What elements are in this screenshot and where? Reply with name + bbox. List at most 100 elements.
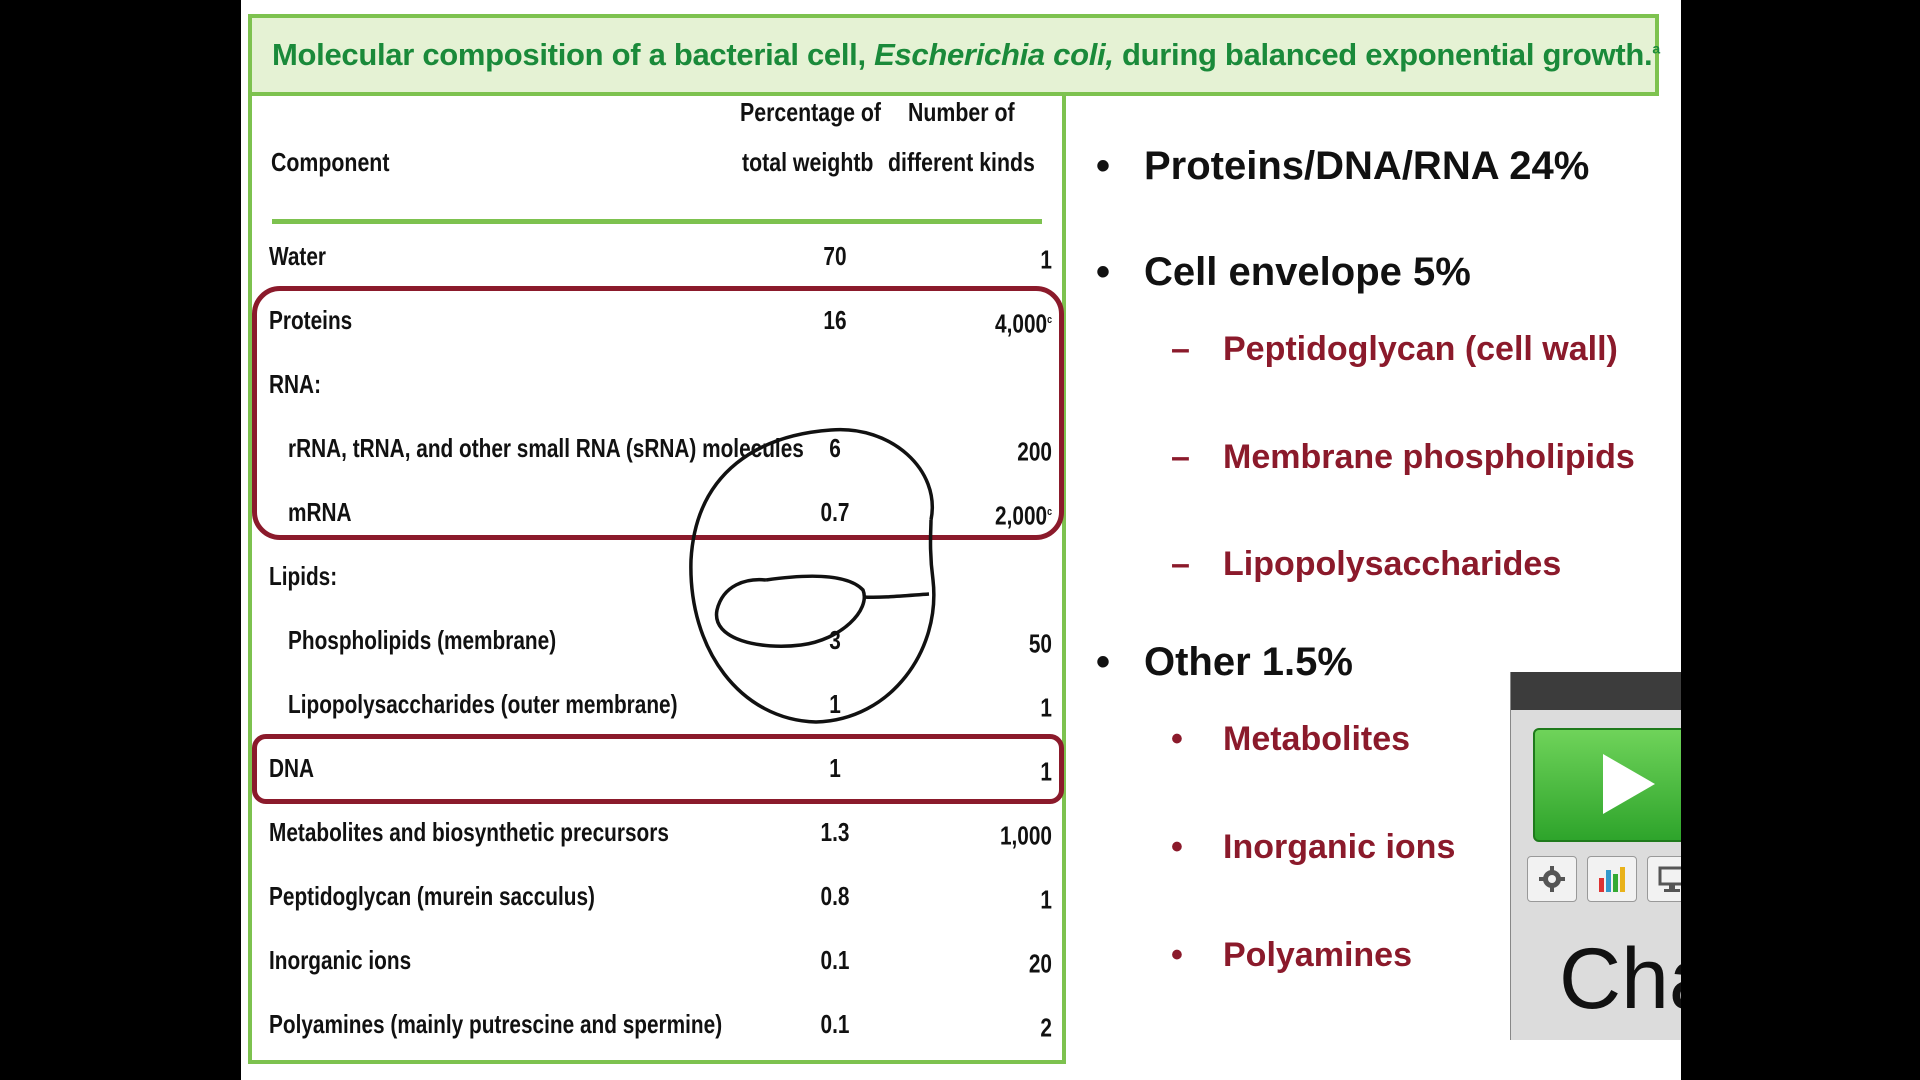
cell-kinds: 200 <box>972 416 1052 480</box>
cell-component: Phospholipids (membrane) <box>288 625 557 655</box>
header-kinds-line2: different kinds <box>888 147 1035 177</box>
cell-kinds-value: 200 <box>1017 436 1052 467</box>
slide-title: Molecular composition of a bacterial cel… <box>272 37 1660 73</box>
header-component: Component <box>271 147 390 177</box>
cell-kinds: 1 <box>972 864 1052 928</box>
chart-icon <box>1599 867 1625 892</box>
table-row: Metabolites and biosynthetic precursors 1… <box>252 800 1062 864</box>
table-row: DNA 1 1 <box>252 736 1062 800</box>
play-icon <box>1603 754 1655 814</box>
bullet-list: • Proteins/DNA/RNA 24% • Cell envelope 5… <box>1096 0 1696 1080</box>
bullet-mark: • <box>1096 144 1111 188</box>
header-kinds-line1: Number of <box>908 97 1015 127</box>
title-italic: Escherichia coli, <box>874 37 1114 72</box>
cell-percentage: 1 <box>829 689 841 719</box>
table-row: Water 70 1 <box>252 224 1062 288</box>
cell-kinds-footnote: c <box>1047 314 1052 326</box>
dash-mark: – <box>1171 438 1190 476</box>
recorder-widget: Cha <box>1510 672 1681 1040</box>
slide-title-bar: Molecular composition of a bacterial cel… <box>248 14 1660 96</box>
table-row: Lipopolysaccharides (outer membrane) 1 1 <box>252 672 1062 736</box>
display-button[interactable] <box>1647 856 1681 902</box>
title-suffix: during balanced exponential growth. <box>1113 37 1653 72</box>
pen-annotation <box>689 427 936 724</box>
sub-bullet-mark: • <box>1171 828 1183 866</box>
cell-component: Proteins <box>269 305 353 335</box>
composition-table: Component Percentage of total weightb Nu… <box>248 96 1066 1064</box>
highlight-box-proteins-rna <box>252 286 1064 540</box>
cell-percentage: 16 <box>823 305 847 335</box>
chart-button[interactable] <box>1587 856 1637 902</box>
cell-component: Metabolites and biosynthetic precursors <box>269 817 669 847</box>
cell-kinds-value: 20 <box>1028 948 1052 979</box>
table-row: rRNA, tRNA, and other small RNA (sRNA) m… <box>252 416 1062 480</box>
sub-bullet-text: Metabolites <box>1223 720 1411 758</box>
cell-percentage: 1.3 <box>820 817 850 847</box>
bullet-text: Proteins/DNA/RNA 24% <box>1144 144 1590 188</box>
sub-bullet-text: Peptidoglycan (cell wall) <box>1223 330 1618 368</box>
sub-bullet-text: Polyamines <box>1223 936 1412 974</box>
table-row: RNA: <box>252 352 1062 416</box>
cell-component: Lipopolysaccharides (outer membrane) <box>288 689 678 719</box>
cell-kinds-value: 1 <box>1040 692 1052 723</box>
widget-title-bar[interactable] <box>1511 672 1681 710</box>
cell-kinds-value: 1 <box>1040 244 1052 275</box>
bullet-text: Cell envelope 5% <box>1144 250 1471 294</box>
sub-bullet-mark: • <box>1171 936 1183 974</box>
cell-kinds: 1 <box>972 672 1052 736</box>
cell-component: RNA: <box>269 369 321 399</box>
play-button[interactable] <box>1533 728 1681 842</box>
header-rule <box>272 219 1042 224</box>
cell-kinds: 1 <box>972 736 1052 800</box>
cell-percentage: 0.1 <box>820 945 850 975</box>
sub-bullet-mark: • <box>1171 720 1183 758</box>
cell-kinds-value: 50 <box>1028 628 1052 659</box>
cell-kinds-value: 1,000 <box>999 820 1052 851</box>
dash-mark: – <box>1171 330 1190 368</box>
slide: Molecular composition of a bacterial cel… <box>241 0 1681 1080</box>
title-prefix: Molecular composition of a bacterial cel… <box>272 37 875 72</box>
cell-percentage: 1 <box>829 753 841 783</box>
widget-label: Cha <box>1559 931 1681 1027</box>
cell-kinds: 1,000 <box>972 800 1052 864</box>
sub-bullet-text: Membrane phospholipids <box>1223 438 1635 476</box>
bullet-mark: • <box>1096 640 1111 684</box>
cell-percentage: 3 <box>829 625 841 655</box>
cell-component: Inorganic ions <box>269 945 412 975</box>
table-row: Inorganic ions 0.1 20 <box>252 928 1062 992</box>
annotation-outer-circle <box>689 427 936 724</box>
gear-icon <box>1539 866 1565 892</box>
cell-component: Peptidoglycan (murein sacculus) <box>269 881 595 911</box>
settings-button[interactable] <box>1527 856 1577 902</box>
cell-kinds-value: 1 <box>1040 756 1052 787</box>
cell-kinds: 20 <box>972 928 1052 992</box>
cell-kinds-value: 2 <box>1040 1012 1052 1043</box>
bullet-mark: • <box>1096 250 1111 294</box>
dash-mark: – <box>1171 545 1190 583</box>
annotation-inner-circle <box>714 574 867 648</box>
cell-percentage: 0.8 <box>820 881 850 911</box>
sub-bullet-text: Inorganic ions <box>1223 828 1456 866</box>
cell-kinds: 50 <box>972 608 1052 672</box>
table-row: Lipids: <box>252 544 1062 608</box>
table-row: Peptidoglycan (murein sacculus) 0.8 1 <box>252 864 1062 928</box>
cell-component: mRNA <box>288 497 352 527</box>
cell-percentage: 70 <box>823 241 847 271</box>
cell-component: DNA <box>269 753 315 783</box>
cell-percentage: 0.7 <box>820 497 850 527</box>
table-row: Proteins 16 4,000c <box>252 288 1062 352</box>
display-icon <box>1658 866 1681 892</box>
cell-percentage: 6 <box>829 433 841 463</box>
cell-component: Water <box>269 241 327 271</box>
header-percentage-line1: Percentage of <box>740 97 882 127</box>
highlight-box-dna <box>252 734 1064 804</box>
table-row: Polyamines (mainly putrescine and spermi… <box>252 992 1062 1056</box>
header-percentage-line2: total weightb <box>742 147 874 177</box>
cell-component: rRNA, tRNA, and other small RNA (sRNA) m… <box>288 433 804 463</box>
cell-component: Lipids: <box>269 561 338 591</box>
annotation-tail <box>862 592 930 600</box>
table-row: Phospholipids (membrane) 3 50 <box>252 608 1062 672</box>
cell-kinds-value: 1 <box>1040 884 1052 915</box>
cell-kinds: 2 <box>972 992 1052 1056</box>
cell-kinds: 1 <box>972 224 1052 288</box>
